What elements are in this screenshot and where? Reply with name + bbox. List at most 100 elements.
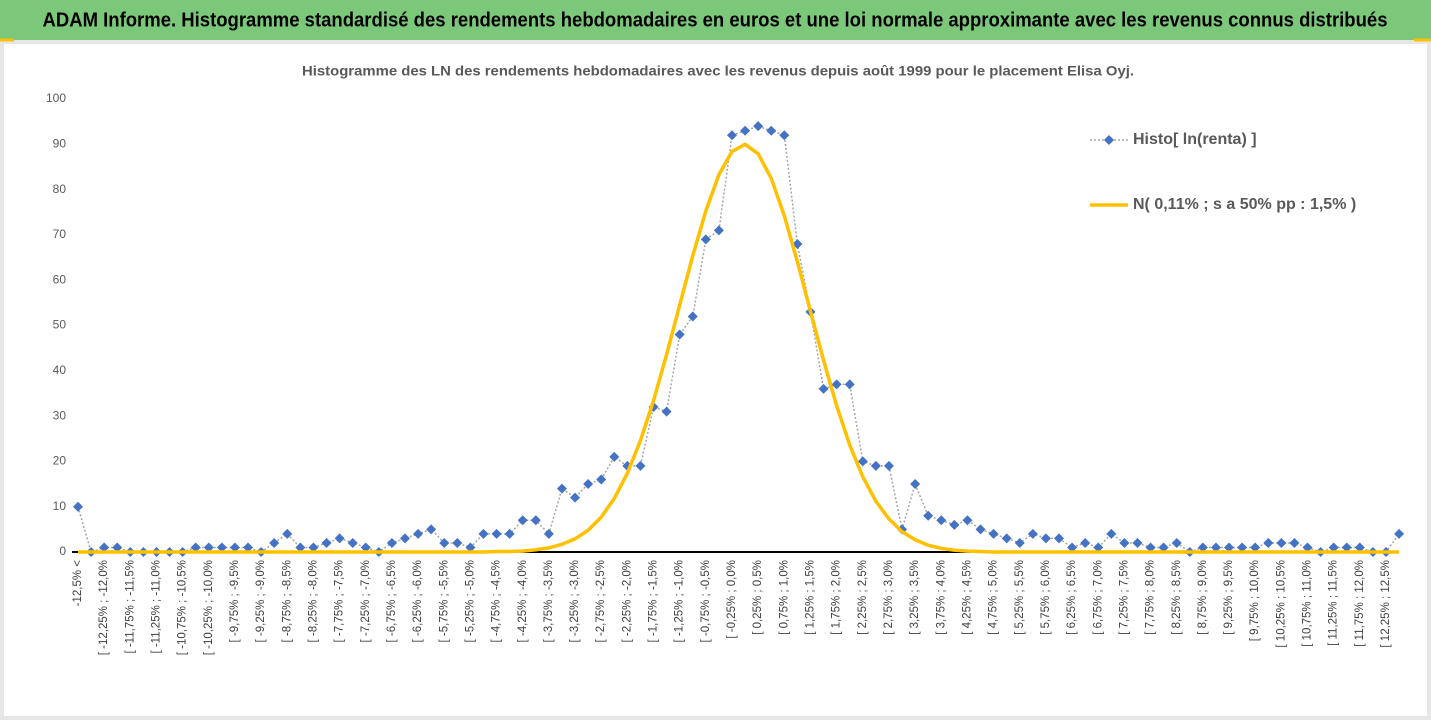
y-tick-label: 20 bbox=[53, 454, 67, 468]
y-tick-label: 40 bbox=[53, 363, 67, 377]
legend-marker bbox=[1104, 135, 1114, 145]
data-point bbox=[1001, 533, 1012, 544]
y-tick-label: 30 bbox=[53, 408, 67, 422]
data-point bbox=[1132, 537, 1143, 548]
data-point bbox=[674, 329, 685, 340]
chart-title: Histogramme des LN des rendements hebdom… bbox=[302, 63, 1134, 79]
y-tick-label: 0 bbox=[59, 544, 66, 558]
data-point bbox=[779, 130, 790, 141]
data-point bbox=[936, 515, 947, 526]
data-point bbox=[426, 524, 437, 535]
data-point bbox=[570, 492, 581, 503]
x-tick-label: [ -1,75% ; -1,5% bbox=[648, 560, 660, 642]
data-point bbox=[1040, 533, 1051, 544]
data-point bbox=[1093, 542, 1104, 553]
data-point bbox=[282, 528, 293, 539]
x-tick-label: [ -3,75% ; -3,5% bbox=[543, 560, 555, 642]
data-point bbox=[360, 542, 371, 553]
data-point bbox=[1263, 537, 1274, 548]
x-tick-label: [ -11,75% ; -11,5% bbox=[124, 560, 136, 654]
x-tick-label: [ -10,25% ; -10,0% bbox=[203, 560, 215, 655]
x-tick-label: [ 2,75% ; 3,0% bbox=[883, 560, 895, 635]
x-tick-label: [ 11,25% ; 11,5% bbox=[1328, 560, 1340, 646]
data-point bbox=[413, 528, 424, 539]
x-tick-label: [ 4,75% ; 5,0% bbox=[988, 560, 1000, 635]
data-point bbox=[517, 515, 528, 526]
x-tick-label: [ 8,75% ; 9,0% bbox=[1197, 560, 1209, 635]
data-point bbox=[583, 479, 594, 490]
data-point bbox=[1145, 542, 1156, 553]
data-point bbox=[740, 125, 751, 136]
data-point bbox=[386, 537, 397, 548]
data-point bbox=[1171, 537, 1182, 548]
x-tick-label: [ -10,75% ; -10,5% bbox=[177, 560, 189, 655]
data-point bbox=[596, 474, 607, 485]
x-tick-label: [ -9,25% ; -9,0% bbox=[255, 560, 267, 642]
x-tick-label: [ 0,25% ; 0,5% bbox=[752, 560, 764, 635]
data-point bbox=[1014, 537, 1025, 548]
data-point bbox=[112, 542, 123, 553]
x-tick-label: [ 5,75% ; 6,0% bbox=[1040, 560, 1052, 635]
data-point bbox=[1027, 528, 1038, 539]
data-point bbox=[491, 528, 502, 539]
data-point bbox=[818, 383, 829, 394]
x-tick-label: [ -9,75% ; -9,5% bbox=[229, 560, 241, 642]
data-point bbox=[295, 542, 306, 553]
data-point bbox=[1119, 537, 1130, 548]
data-point bbox=[530, 515, 541, 526]
x-tick-label: [ -4,25% ; -4,0% bbox=[517, 560, 529, 642]
data-point bbox=[73, 501, 83, 512]
data-point bbox=[883, 460, 894, 471]
data-point bbox=[504, 528, 515, 539]
x-tick-label: [ 3,75% ; 4,0% bbox=[935, 560, 947, 635]
data-point bbox=[910, 479, 921, 490]
x-tick-label: [ 4,25% ; 4,5% bbox=[961, 560, 973, 635]
data-point bbox=[1197, 542, 1208, 553]
legend-label: N( 0,11% ; s a 50% pp : 1,5% ) bbox=[1133, 196, 1356, 213]
data-point bbox=[190, 542, 201, 553]
y-tick-label: 10 bbox=[53, 499, 67, 513]
data-point bbox=[452, 537, 463, 548]
legend-label: Histo[ ln(renta) ] bbox=[1133, 131, 1257, 148]
data-point bbox=[792, 238, 803, 249]
x-tick-label: [ 1,75% ; 2,0% bbox=[831, 560, 843, 635]
x-tick-label: [ 6,75% ; 7,0% bbox=[1092, 560, 1104, 635]
x-tick-label: [ 2,25% ; 2,5% bbox=[857, 560, 869, 635]
x-tick-label: [ -2,75% ; -2,5% bbox=[595, 560, 607, 642]
y-tick-label: 50 bbox=[53, 318, 67, 332]
data-point bbox=[439, 537, 450, 548]
x-tick-label: [ 11,75% ; 12,0% bbox=[1354, 560, 1366, 647]
data-point bbox=[478, 528, 489, 539]
banner bbox=[0, 0, 1431, 40]
x-tick-label: [ -1,25% ; -1,0% bbox=[674, 560, 686, 642]
series-line bbox=[78, 142, 1400, 554]
x-tick-label: [ 1,25% ; 1,5% bbox=[805, 560, 817, 635]
data-point bbox=[844, 379, 855, 390]
data-point bbox=[216, 542, 227, 553]
data-point bbox=[243, 542, 254, 553]
x-tick-label: [ 0,75% ; 1,0% bbox=[778, 560, 790, 635]
data-point bbox=[556, 483, 567, 494]
data-point bbox=[831, 379, 842, 390]
x-tick-label: [ -3,25% ; -3,0% bbox=[569, 560, 581, 642]
data-point bbox=[465, 542, 476, 553]
data-point bbox=[321, 537, 332, 548]
data-point bbox=[766, 125, 777, 136]
data-point bbox=[1354, 542, 1365, 553]
data-point bbox=[1080, 537, 1091, 548]
data-point bbox=[203, 542, 214, 553]
data-point bbox=[229, 542, 240, 553]
x-tick-label: [ -6,75% ; -6,5% bbox=[386, 560, 398, 642]
data-point bbox=[700, 234, 711, 245]
x-tick-label: [ -5,25% ; -5,0% bbox=[464, 560, 476, 642]
x-tick-label: [ -11,25% ; -11,0% bbox=[151, 560, 163, 654]
data-point bbox=[1210, 542, 1221, 553]
data-point bbox=[1250, 542, 1261, 553]
x-tick-label: [ 10,75% ; 11,0% bbox=[1302, 560, 1314, 647]
data-point bbox=[753, 121, 764, 132]
data-point bbox=[1237, 542, 1248, 553]
data-point bbox=[1328, 542, 1339, 553]
data-point bbox=[1394, 528, 1405, 539]
x-tick-label: [ 3,25% ; 3,5% bbox=[909, 560, 921, 635]
